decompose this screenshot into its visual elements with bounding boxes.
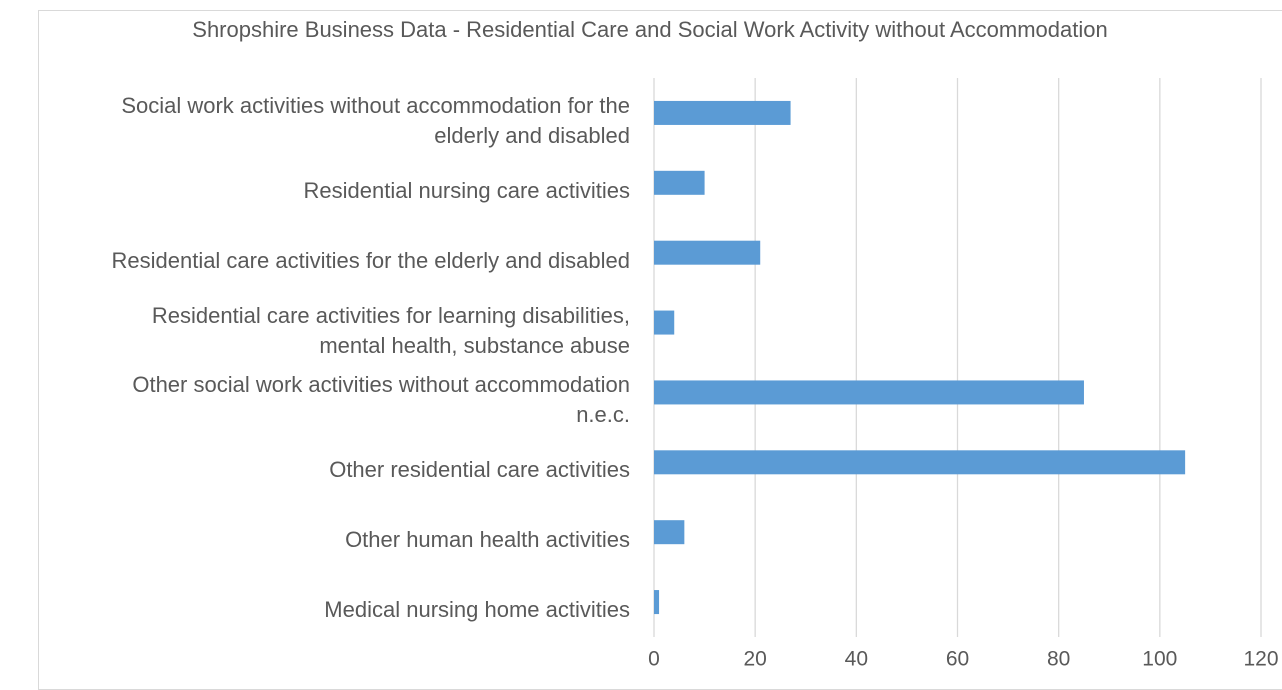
x-tick-label: 120 <box>1243 648 1278 671</box>
bar <box>654 240 761 265</box>
bar <box>654 100 791 125</box>
y-tick-label: Residential nursing care activities <box>303 177 631 203</box>
y-tick-label: Residential care activities for learning… <box>151 302 630 358</box>
x-tick-label: 20 <box>743 648 766 671</box>
y-tick-label: Medical nursing home activities <box>324 597 630 623</box>
x-tick-label: 80 <box>1047 648 1070 671</box>
chart-title: Shropshire Business Data - Residential C… <box>192 17 1108 42</box>
bar <box>654 590 660 615</box>
x-tick-label: 60 <box>946 648 969 671</box>
x-tick-label: 100 <box>1142 648 1177 671</box>
y-tick-label: Residential care activities for the elde… <box>111 247 630 273</box>
y-tick-label: Other social work activities without acc… <box>132 372 630 428</box>
y-tick-label: Other residential care activities <box>329 457 630 483</box>
bar <box>654 380 1084 405</box>
x-tick-label: 40 <box>845 648 868 671</box>
y-tick-label: Other human health activities <box>345 527 630 553</box>
x-tick-label: 0 <box>648 648 660 671</box>
bar <box>654 520 685 545</box>
bar <box>654 170 705 195</box>
y-tick-label: Social work activities without accommoda… <box>121 92 630 148</box>
bar <box>654 310 675 335</box>
bar <box>654 450 1186 475</box>
